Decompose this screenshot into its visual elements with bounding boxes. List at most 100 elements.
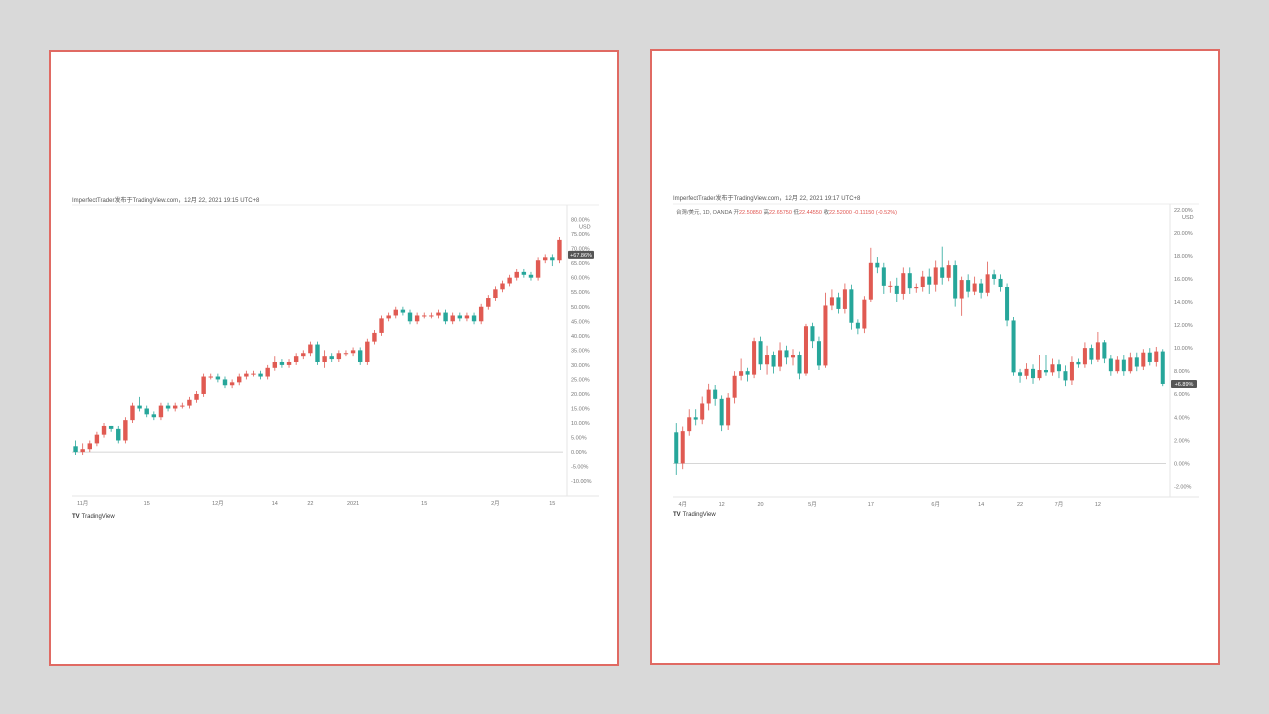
candle-body bbox=[940, 267, 945, 278]
candle-body bbox=[414, 315, 420, 322]
candle-body bbox=[1108, 358, 1113, 372]
candle-body bbox=[293, 356, 299, 362]
candlestick-chart[interactable]: 80.00% 75.00% 70.00% 65.00% 60.00% 55.00% 50.0… bbox=[51, 52, 617, 664]
x-tick-label: 11月 bbox=[77, 500, 88, 507]
candle-body bbox=[985, 274, 990, 293]
y-tick-label: 10.00% bbox=[1174, 346, 1193, 352]
y-tick-label: 80.00% bbox=[571, 218, 590, 224]
candle-body bbox=[528, 274, 534, 278]
x-tick-label: 2月 bbox=[491, 500, 500, 507]
candle-body bbox=[719, 398, 724, 426]
candle-body bbox=[379, 318, 384, 333]
legend-high-label: 高 bbox=[763, 210, 769, 216]
tv-logo-icon: TV bbox=[72, 514, 80, 520]
candle-body bbox=[1056, 364, 1061, 372]
legend-open-label: 开 bbox=[733, 210, 739, 216]
candle-body bbox=[1005, 287, 1010, 321]
candle-body bbox=[436, 312, 441, 316]
candle-body bbox=[765, 355, 770, 365]
candle-body bbox=[486, 298, 491, 307]
x-tick-label: 7月 bbox=[1055, 501, 1064, 508]
candle-body bbox=[457, 315, 463, 319]
candle-body bbox=[108, 425, 114, 429]
candle-body bbox=[101, 425, 107, 435]
candle-body bbox=[222, 379, 228, 386]
candle-body bbox=[329, 356, 334, 360]
candle-body bbox=[386, 315, 391, 319]
x-tick-label: 12月 bbox=[212, 500, 224, 507]
candle-body bbox=[393, 309, 398, 316]
candle-body bbox=[1063, 371, 1068, 381]
y-tick-label: 50.00% bbox=[571, 305, 590, 311]
candle-body bbox=[535, 260, 541, 278]
legend-open: 22.50850 bbox=[738, 210, 762, 216]
candle-body bbox=[700, 403, 705, 420]
last-price-label: +6.89% bbox=[1175, 382, 1194, 388]
candle-body bbox=[543, 257, 548, 261]
candle-body bbox=[680, 431, 685, 464]
legend-close: 22.52000 bbox=[828, 210, 852, 216]
candle-body bbox=[933, 267, 938, 285]
candle-body bbox=[927, 276, 932, 285]
candle-body bbox=[1154, 351, 1159, 362]
candle-body bbox=[674, 432, 679, 464]
candle-body bbox=[992, 274, 997, 279]
chart-panel-right: ImperfectTrader发布于TradingView.com，12月 22… bbox=[650, 49, 1220, 665]
candle-body bbox=[137, 405, 142, 409]
x-tick-label: 22 bbox=[1017, 502, 1023, 508]
candle-body bbox=[771, 355, 776, 367]
brand-logo: TV TradingView bbox=[72, 514, 115, 520]
candle-body bbox=[732, 375, 737, 398]
y-tick-label: 70.00% bbox=[571, 247, 590, 253]
candle-body bbox=[94, 434, 100, 444]
candle-body bbox=[478, 306, 484, 322]
y-tick-label: 75.00% bbox=[571, 232, 590, 238]
candle-body bbox=[251, 373, 256, 375]
y-tick-label: 15.00% bbox=[571, 407, 590, 413]
y-tick-label: 20.00% bbox=[1174, 231, 1193, 237]
candle-body bbox=[1089, 348, 1094, 360]
candle-body bbox=[966, 280, 971, 292]
legend-close-label: 收 bbox=[823, 210, 829, 216]
legend-low: 22.44550 bbox=[798, 210, 822, 216]
candle-body bbox=[194, 393, 199, 400]
candle-body bbox=[265, 367, 270, 377]
candle-body bbox=[914, 287, 919, 289]
candle-body bbox=[1082, 348, 1087, 365]
candle-body bbox=[1134, 357, 1139, 367]
candlestick-chart[interactable]: 22.00% 20.00% 18.00% 16.00% 14.00% 12.00% 10.0… bbox=[652, 51, 1218, 663]
y-tick-label: 2.00% bbox=[1174, 438, 1190, 444]
candle-body bbox=[829, 297, 834, 306]
y-tick-label: 0.00% bbox=[1174, 461, 1190, 467]
y-tick-label: 25.00% bbox=[571, 377, 590, 383]
candle-body bbox=[687, 417, 692, 432]
candle-body bbox=[907, 273, 912, 289]
legend-low-label: 低 bbox=[793, 210, 799, 216]
x-tick-label: 12 bbox=[719, 502, 725, 508]
chart-header: ImperfectTrader发布于TradingView.com，12月 22… bbox=[673, 196, 861, 202]
candle-body bbox=[286, 361, 292, 365]
y-tick-label: 0.00% bbox=[571, 450, 587, 456]
legend-symbol: 台灣/美元, 1D, OANDA bbox=[676, 210, 732, 216]
candle-body bbox=[365, 341, 370, 362]
candle-body bbox=[901, 273, 906, 294]
candle-body bbox=[429, 315, 434, 317]
candle-body bbox=[1050, 364, 1055, 373]
candle-body bbox=[888, 285, 893, 287]
y-tick-label: 30.00% bbox=[571, 363, 590, 369]
x-tick-label: 22 bbox=[307, 501, 313, 507]
x-tick-label: 20 bbox=[758, 502, 764, 508]
candle-body bbox=[130, 405, 135, 421]
candle-body bbox=[726, 397, 731, 426]
candle-body bbox=[464, 315, 470, 319]
candle-body bbox=[868, 262, 873, 300]
x-tick-label: 2021 bbox=[347, 501, 359, 507]
candle-body bbox=[443, 312, 448, 322]
candle-body bbox=[80, 449, 85, 453]
brand-name: TradingView bbox=[81, 514, 115, 520]
x-tick-label: 17 bbox=[868, 502, 874, 508]
brand-logo: TV TradingView bbox=[673, 512, 716, 518]
candle-body bbox=[693, 417, 698, 420]
candle-body bbox=[258, 373, 263, 377]
y-unit-label: USD bbox=[579, 225, 591, 231]
